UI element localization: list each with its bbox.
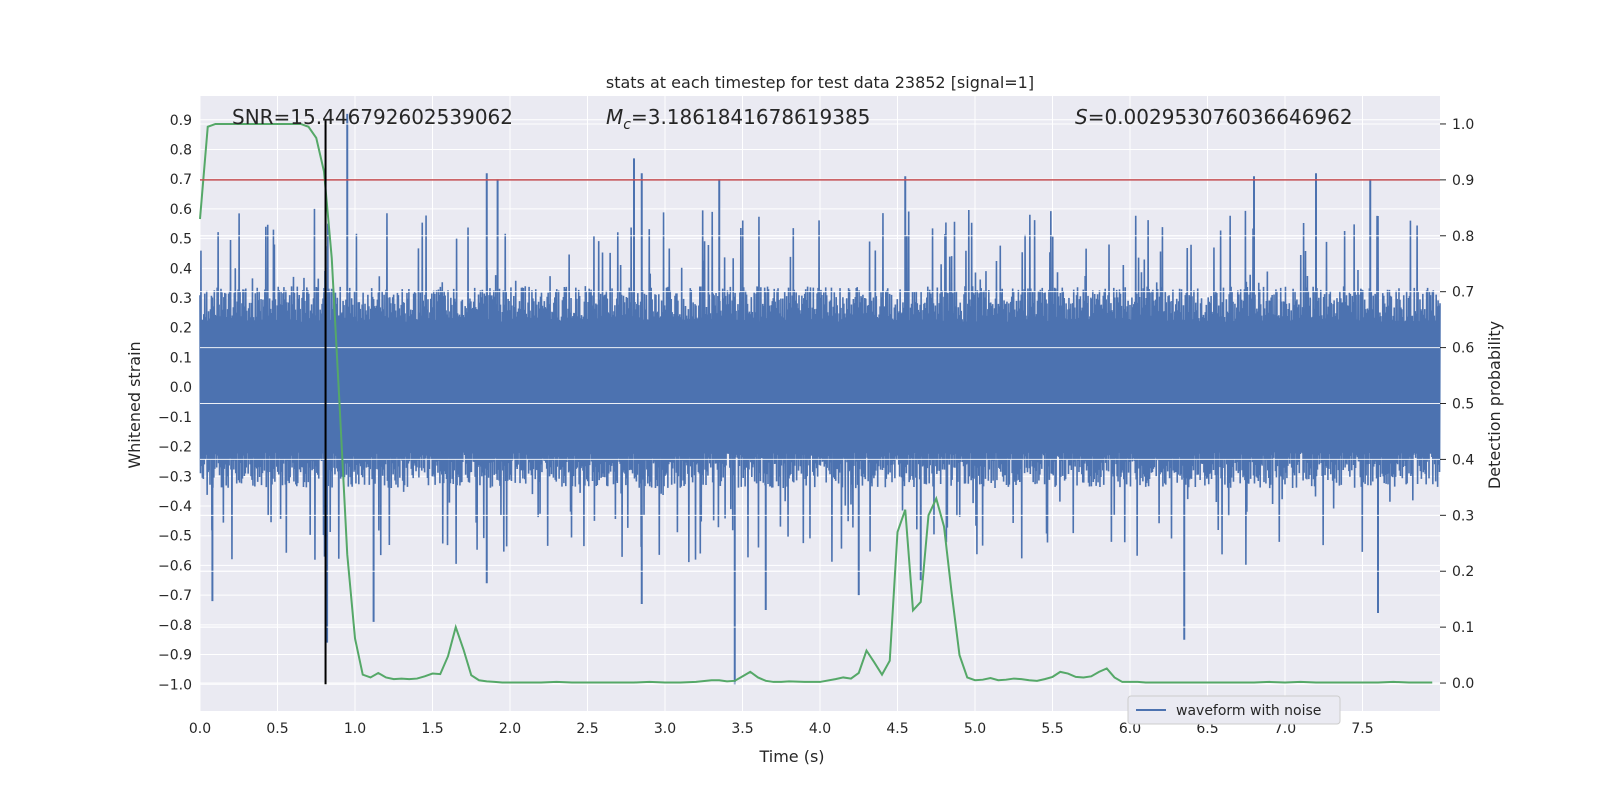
x-tick-label: 0.5 xyxy=(266,721,288,737)
probability-line xyxy=(199,122,1433,684)
y-left-tick-label: −0.8 xyxy=(158,618,192,634)
x-tick-label: 4.5 xyxy=(886,721,908,737)
y-right-tick-label: 0.2 xyxy=(1452,564,1474,580)
y-left-tick-label: 0.6 xyxy=(170,202,192,218)
y-left-tick-label: 0.9 xyxy=(170,113,192,129)
s-value: =0.002953076036646962 xyxy=(1088,105,1353,129)
y-right-tick-label: 0.4 xyxy=(1452,452,1474,468)
y-right-tick-label: 0.3 xyxy=(1452,508,1474,524)
x-axis-label: Time (s) xyxy=(758,747,824,766)
mc-symbol: M xyxy=(606,105,623,129)
y-right-tick-label: 0.1 xyxy=(1452,620,1474,636)
y-right-tick-label: 0.9 xyxy=(1452,173,1474,189)
y-left-tick-label: 0.3 xyxy=(170,291,192,307)
x-tick-label: 0.0 xyxy=(189,721,211,737)
mc-value: =3.1861841678619385 xyxy=(631,105,870,129)
waveform-noise-path xyxy=(199,208,1441,565)
y-left-axis-ticks: 0.9 0.8 0.7 0.6 0.5 0.4 0.3 0.2 0.1 0.0 −0.1 −0.2 −0… xyxy=(158,113,192,693)
y-right-tick-label: 0.5 xyxy=(1452,397,1474,413)
snr-annotation: SNR=15.446792602539062 xyxy=(232,105,513,129)
y-left-tick-label: −0.2 xyxy=(158,440,192,456)
x-tick-label: 7.5 xyxy=(1351,721,1373,737)
x-tick-label: 3.5 xyxy=(731,721,753,737)
y-left-tick-label: −0.7 xyxy=(158,588,192,604)
y-left-tick-label: 0.4 xyxy=(170,261,192,277)
y-left-tick-label: −0.3 xyxy=(158,469,192,485)
s-annotation: S=0.002953076036646962 xyxy=(1075,105,1353,129)
y-left-tick-label: 0.2 xyxy=(170,321,192,337)
y-right-axis-ticks: 1.0 0.9 0.8 0.7 0.6 0.5 0.4 0.3 0.2 0.1 0.0 xyxy=(1440,117,1474,692)
y-left-tick-label: 0.0 xyxy=(170,380,192,396)
probability-series xyxy=(199,122,1433,684)
chart-title: stats at each timestep for test data 238… xyxy=(606,73,1034,92)
y-left-tick-label: 0.1 xyxy=(170,350,192,366)
y-right-tick-label: 0.8 xyxy=(1452,229,1474,245)
x-tick-label: 1.0 xyxy=(344,721,366,737)
y-right-tick-label: 1.0 xyxy=(1452,117,1474,133)
y-axis-left-label: Whitened strain xyxy=(125,341,144,468)
x-tick-label: 5.5 xyxy=(1041,721,1063,737)
x-tick-label: 4.0 xyxy=(809,721,831,737)
legend-box xyxy=(1127,695,1341,725)
y-left-tick-label: −0.5 xyxy=(158,529,192,545)
mc-annotation: Mc=3.1861841678619385 xyxy=(606,105,870,133)
legend-label: waveform with noise xyxy=(1176,703,1321,719)
legend: waveform with noise xyxy=(1127,695,1341,725)
x-tick-label: 6.0 xyxy=(1119,721,1141,737)
y-right-tick-label: 0.6 xyxy=(1452,341,1474,357)
s-symbol: S xyxy=(1075,105,1088,129)
plot-area xyxy=(199,113,1441,685)
y-axis-right-label: Detection probability xyxy=(1485,321,1504,489)
y-left-tick-label: −0.9 xyxy=(158,648,192,664)
y-left-tick-label: 0.5 xyxy=(170,232,192,248)
x-tick-label: 5.0 xyxy=(964,721,986,737)
x-tick-label: 3.0 xyxy=(654,721,676,737)
x-tick-label: 7.0 xyxy=(1274,721,1296,737)
mc-subscript: c xyxy=(623,117,631,133)
y-right-tick-label: 0.7 xyxy=(1452,285,1474,301)
y-left-tick-label: 0.8 xyxy=(170,142,192,158)
x-axis-ticks: 0.0 0.5 1.0 1.5 2.0 2.5 3.0 3.5 4.0 4.5 5.0 5.5 6.0 6… xyxy=(189,721,1374,737)
y-left-tick-label: −1.0 xyxy=(158,677,192,693)
y-left-tick-label: −0.1 xyxy=(158,410,192,426)
x-tick-label: 2.0 xyxy=(499,721,521,737)
x-tick-label: 2.5 xyxy=(576,721,598,737)
y-right-tick-label: 0.0 xyxy=(1452,676,1474,692)
y-left-tick-label: −0.6 xyxy=(158,558,192,574)
y-left-tick-label: 0.7 xyxy=(170,172,192,188)
x-tick-label: 1.5 xyxy=(421,721,443,737)
x-tick-label: 6.5 xyxy=(1196,721,1218,737)
y-left-tick-label: −0.4 xyxy=(158,499,192,515)
